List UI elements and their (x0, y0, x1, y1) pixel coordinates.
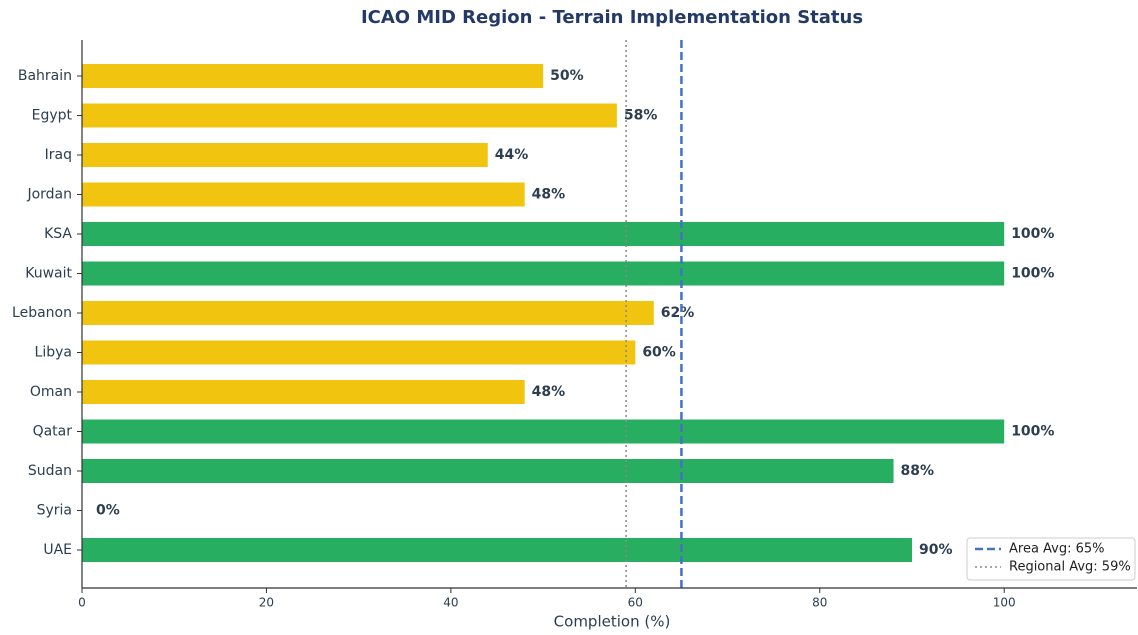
x-tick-label: 60 (628, 596, 643, 610)
legend-label: Area Avg: 65% (1009, 542, 1105, 557)
x-axis-label: Completion (%) (554, 613, 671, 631)
y-tick-label: Sudan (28, 463, 72, 479)
value-label: 100% (1011, 266, 1054, 282)
value-label: 50% (550, 68, 584, 84)
value-label: 48% (532, 384, 566, 400)
value-label: 44% (495, 147, 529, 163)
x-tick-label: 0 (78, 596, 86, 610)
value-label: 62% (661, 305, 695, 321)
bar (82, 64, 544, 88)
y-tick-label: Syria (37, 503, 72, 519)
legend-box (966, 537, 1136, 581)
y-tick-label: Libya (35, 345, 72, 361)
legend: Area Avg: 65% Regional Avg: 59% (966, 537, 1136, 581)
bar (82, 459, 894, 483)
value-label: 100% (1011, 424, 1054, 440)
bar (82, 182, 525, 207)
y-tick-label: Qatar (33, 424, 73, 440)
y-tick-label: Jordan (26, 187, 72, 203)
y-tick-label: Kuwait (25, 266, 72, 282)
bar (82, 103, 617, 128)
y-tick-label: Bahrain (18, 68, 72, 84)
x-tick-label: 80 (812, 596, 827, 610)
bar (82, 301, 654, 325)
y-tick-label: Egypt (32, 108, 73, 124)
value-label: 60% (642, 345, 676, 361)
chart-title: ICAO MID Region - Terrain Implementation… (361, 7, 863, 28)
value-label: 90% (919, 542, 953, 558)
bar (82, 261, 1005, 286)
x-tick-label: 40 (443, 596, 458, 610)
x-tick-label: 100 (993, 596, 1016, 610)
bar (82, 143, 488, 167)
value-label: 48% (532, 187, 566, 203)
legend-label: Regional Avg: 59% (1009, 560, 1131, 575)
y-tick-label: Iraq (45, 147, 72, 163)
value-label: 88% (901, 463, 935, 479)
bar (82, 380, 525, 404)
y-tick-label: KSA (44, 226, 72, 242)
x-tick-label: 20 (259, 596, 274, 610)
y-tick-label: Lebanon (12, 305, 72, 321)
bar (82, 538, 912, 562)
y-tick-label: Oman (30, 384, 72, 400)
value-label: 0% (96, 503, 120, 519)
bar (82, 222, 1005, 246)
bar (82, 340, 636, 365)
value-label: 58% (624, 108, 658, 124)
y-tick-label: UAE (43, 542, 72, 558)
bar (82, 419, 1005, 444)
value-label: 100% (1011, 226, 1054, 242)
